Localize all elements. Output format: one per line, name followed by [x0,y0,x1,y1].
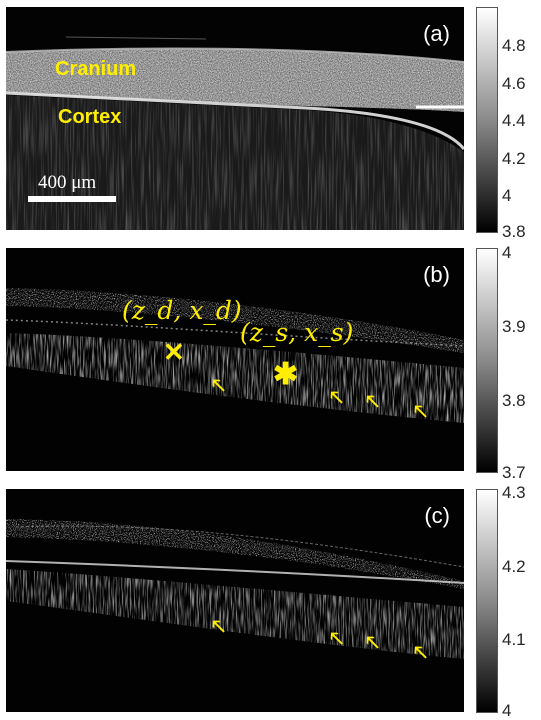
panel-a-label: (a) [423,21,450,46]
colorbar-c-tick: 4 [502,701,512,720]
colorbar-a-tick: 4.8 [502,36,526,55]
colorbar-b [476,248,498,473]
panel-a-image: (a) [6,7,464,230]
coord-label-shallow: (z_s, x_s) [240,318,354,347]
panel-c-image: (c) [6,489,464,712]
colorbar-c-tick: 4.3 [502,483,526,502]
colorbar-c-tick: 4.1 [502,630,526,649]
asterisk-icon: ✱ [273,358,299,391]
x-mark-icon: ✕ [163,337,185,367]
arrow-up-left-icon: 🡔 [212,616,226,638]
arrow-up-left-icon: 🡔 [212,375,226,397]
colorbar-a-tick: 4.2 [502,149,526,168]
colorbar-c [476,489,498,713]
colorbar-a-tick: 3.8 [502,222,526,241]
panel-b-label: (b) [423,262,450,287]
arrow-up-left-icon: 🡔 [366,632,380,654]
colorbar-a [476,7,498,233]
arrow-up-left-icon: 🡔 [414,642,428,664]
coord-label-deep: (z_d, x_d) [122,296,242,325]
colorbar-b-tick: 3.7 [502,463,526,482]
arrow-up-left-icon: 🡔 [330,387,344,409]
colorbar-b-tick: 3.9 [502,317,526,336]
colorbar-b-tick: 4 [502,243,512,262]
arrow-up-left-icon: 🡔 [330,628,344,650]
colorbar-a-tick: 4 [502,186,512,205]
scale-bar [28,196,116,202]
panel-a-texture [6,7,464,230]
arrow-up-left-icon: 🡔 [366,391,380,413]
colorbar-c-tick: 4.2 [502,557,526,576]
scale-bar-label: 400 μm [38,172,97,193]
cortex-label: Cortex [58,106,122,128]
panel-b-image: (b) [6,248,464,471]
panel-c-label: (c) [424,503,450,528]
cranium-label: Cranium [55,58,137,80]
arrow-up-left-icon: 🡔 [414,401,428,423]
colorbar-b-tick: 3.8 [502,391,526,410]
colorbar-a-tick: 4.6 [502,74,526,93]
panel-b-texture [6,248,464,471]
panel-c-texture [6,489,464,712]
colorbar-a-tick: 4.4 [502,111,526,130]
